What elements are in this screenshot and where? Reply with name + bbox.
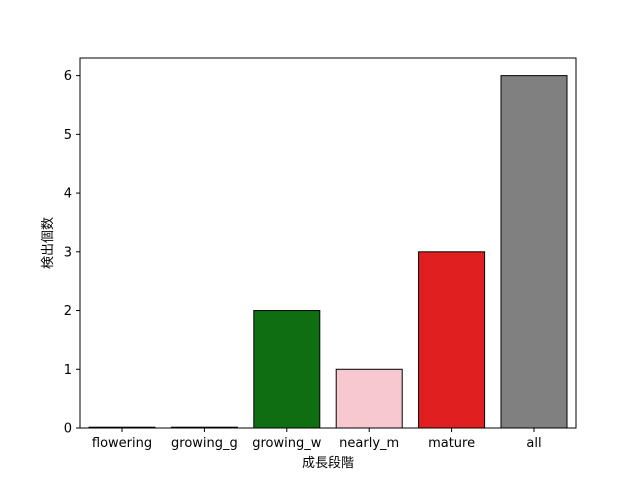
y-tick-label: 0 — [64, 422, 72, 437]
bar-all — [500, 75, 568, 429]
x-tick-label: nearly_m — [339, 436, 399, 451]
bar-growing_w — [253, 310, 321, 429]
y-tick-label: 3 — [64, 245, 72, 260]
x-tick-label: growing_w — [252, 436, 322, 451]
y-axis: 0 1 2 3 4 5 6 — [64, 69, 80, 437]
bar-nearly_m — [335, 368, 403, 429]
x-axis: flowering growing_g growing_w nearly_m matur… — [92, 428, 542, 451]
x-tick-label: flowering — [92, 436, 152, 451]
y-tick-label: 5 — [64, 128, 72, 143]
x-tick-label: growing_g — [171, 436, 238, 451]
x-tick-label: all — [526, 436, 541, 451]
y-tick-label: 2 — [64, 304, 72, 319]
y-tick-label: 1 — [64, 363, 72, 378]
plot-frame — [79, 57, 577, 429]
x-tick-label: mature — [428, 436, 475, 451]
y-axis-label: 検出個数 — [41, 217, 56, 269]
bars-group — [88, 75, 568, 429]
bar-mature — [418, 251, 486, 429]
y-tick-label: 4 — [64, 187, 72, 202]
y-tick-label: 6 — [64, 69, 72, 84]
x-axis-label: 成長段階 — [302, 456, 354, 471]
